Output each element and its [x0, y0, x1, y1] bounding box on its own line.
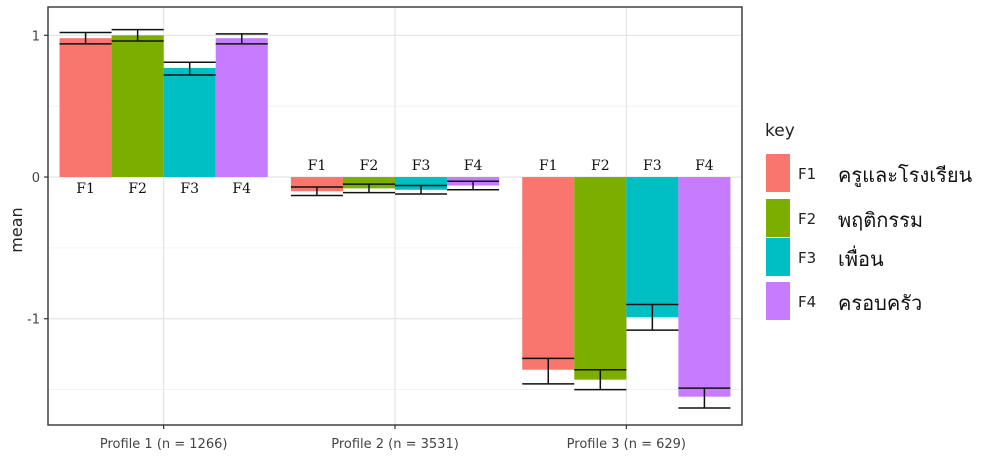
bar-label-f1-profile-3: F1: [539, 158, 558, 174]
bars: [59, 35, 731, 397]
error-bar-f2-profile-1: [111, 28, 164, 42]
error-bar-f1-profile-1: [59, 31, 112, 45]
legend-swatch: [766, 154, 790, 192]
y-tick-label: 1: [32, 29, 40, 44]
legend-label: ครูและโรงเรียน: [838, 163, 973, 187]
y-tick-label: -1: [27, 313, 40, 328]
legend-swatch: [766, 282, 790, 320]
bar-label-f4-profile-3: F4: [695, 158, 714, 174]
error-bar-f3-profile-1: [163, 61, 216, 76]
error-bar-f1-profile-2: [290, 186, 343, 197]
bar-label-f1-profile-1: F1: [76, 181, 95, 197]
bar-f1-profile-3: [522, 177, 575, 370]
legend-code: F4: [798, 293, 817, 311]
bar-f1-profile-1: [59, 38, 112, 178]
bar-label-f3-profile-3: F3: [643, 158, 662, 174]
error-bar-f4-profile-2: [447, 180, 500, 191]
legend-label: เพื่อน: [838, 247, 884, 271]
error-bar-f1-profile-3: [522, 357, 575, 385]
bar-label-f4-profile-1: F4: [232, 181, 251, 197]
error-bar-f2-profile-2: [342, 183, 395, 194]
y-axis-title: mean: [7, 207, 26, 252]
bar-f2-profile-3: [574, 177, 627, 380]
bar-f3-profile-3: [626, 177, 679, 318]
bar-f4-profile-3: [678, 177, 731, 397]
bar-label-f2-profile-2: F2: [360, 158, 379, 174]
error-bar-f2-profile-3: [574, 368, 627, 391]
legend-item-f3: F3 เพื่อน: [766, 238, 981, 276]
axes: 1 0 -1 Profile 1 (n = 1266) Profile 2 (n = 3…: [27, 29, 686, 452]
x-tick-label: Profile 2 (n = 3531): [331, 437, 459, 452]
bar-f4-profile-1: [215, 38, 268, 178]
x-tick-label: Profile 3 (n = 629): [567, 437, 686, 452]
legend-label: ครอบครัว: [838, 291, 923, 315]
legend-swatch: [766, 238, 790, 276]
legend-code: F1: [798, 165, 817, 183]
bar-labels: F1 F1 F1 F2 F2 F2 F3 F3 F3 F4 F4 F4: [76, 158, 714, 197]
legend-code: F3: [798, 249, 817, 267]
error-bar-f3-profile-3: [626, 303, 679, 331]
legend-item-f2: F2 พฤติกรรม: [766, 199, 981, 237]
legend-item-f4: F4 ครอบครัว: [766, 282, 981, 320]
bar-f2-profile-2: [342, 177, 395, 189]
bar-label-f2-profile-3: F2: [591, 158, 610, 174]
legend-code: F2: [798, 210, 817, 228]
legend-title: key: [765, 121, 795, 141]
error-bar-f3-profile-2: [395, 184, 448, 195]
legend-label: พฤติกรรม: [838, 208, 924, 232]
error-bar-f4-profile-1: [215, 33, 268, 45]
bar-f3-profile-2: [395, 177, 448, 190]
bar-label-f1-profile-2: F1: [308, 158, 327, 174]
bar-label-f2-profile-1: F2: [128, 181, 147, 197]
y-tick-label: 0: [32, 171, 40, 186]
bar-label-f3-profile-1: F3: [180, 181, 199, 197]
bar-label-f3-profile-2: F3: [412, 158, 431, 174]
error-bars: [59, 28, 731, 409]
legend-swatch: [766, 199, 790, 237]
bar-f3-profile-1: [163, 67, 216, 178]
error-bar-f4-profile-3: [678, 387, 731, 409]
bar-label-f4-profile-2: F4: [464, 158, 483, 174]
x-tick-label: Profile 1 (n = 1266): [100, 437, 228, 452]
bar-f2-profile-1: [111, 35, 164, 178]
legend-item-f1: F1 ครูและโรงเรียน: [766, 154, 981, 192]
